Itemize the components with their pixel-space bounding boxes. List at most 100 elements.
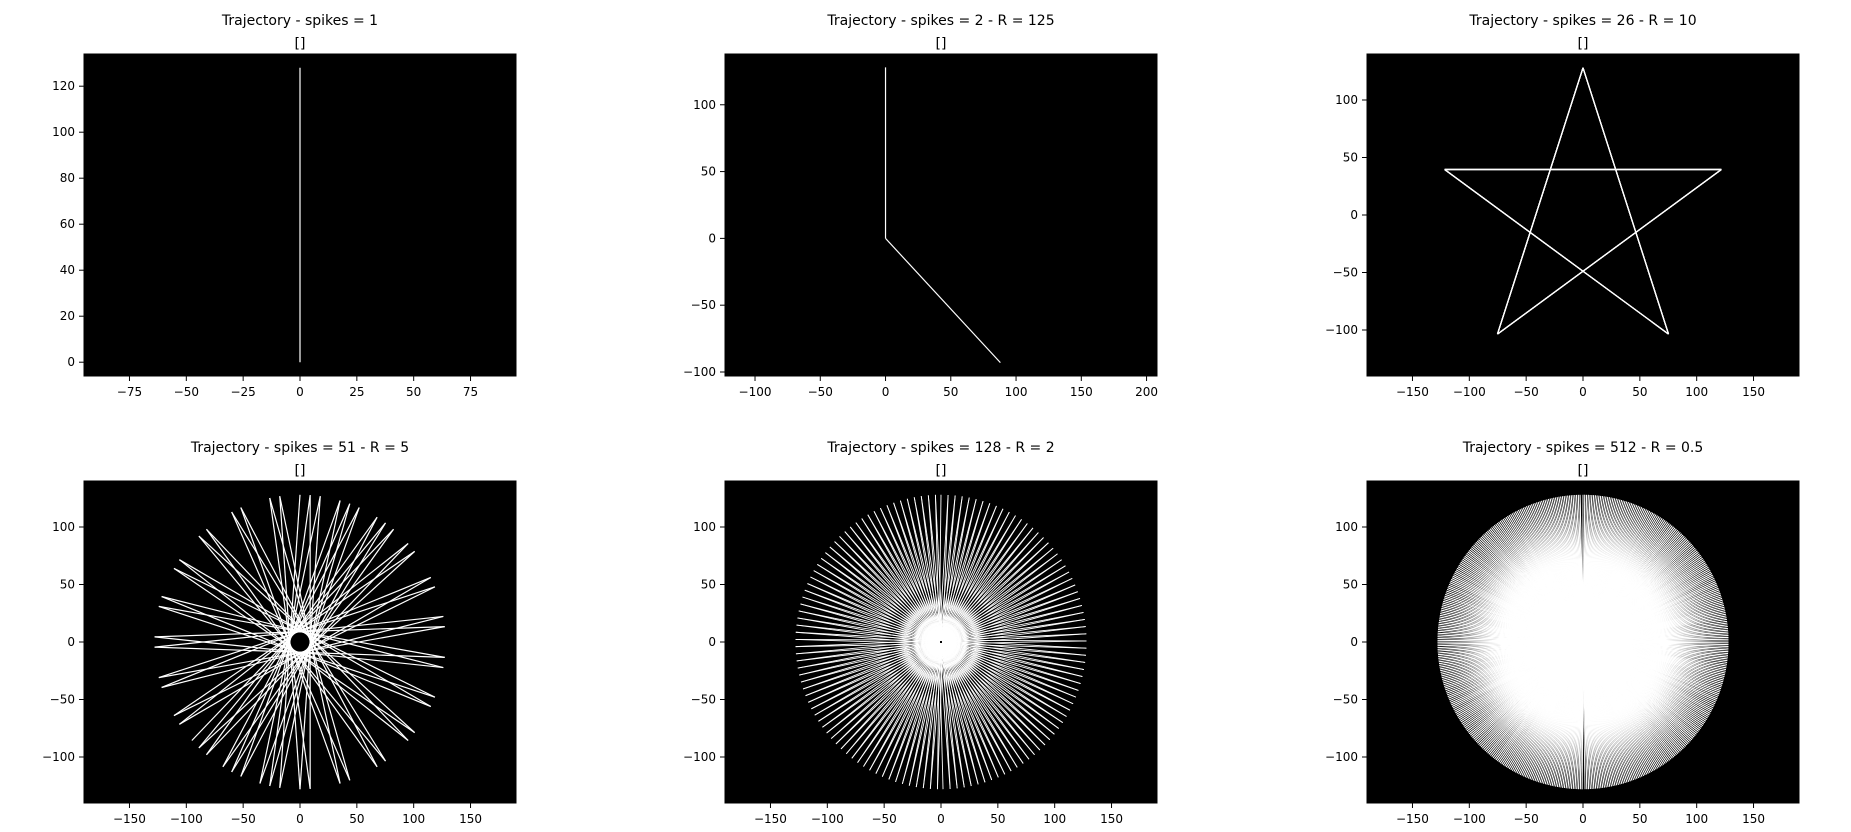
subplot-subtitle: [] (936, 36, 947, 52)
y-tick-label: 120 (52, 79, 75, 93)
y-tick-label: −100 (683, 365, 716, 379)
x-tick-label: −50 (1513, 812, 1538, 826)
x-tick-label: −50 (1513, 385, 1538, 399)
x-tick-label: 100 (1685, 385, 1708, 399)
subplot-5: Trajectory - spikes = 128 - R = 2 [] −150 −… (683, 440, 1158, 826)
y-tick-label: −50 (1333, 693, 1358, 707)
x-tick-label: −75 (117, 385, 142, 399)
x-tick-label: −150 (113, 812, 146, 826)
y-tick-label: 100 (1335, 520, 1358, 534)
y-tick-label: −50 (1333, 266, 1358, 280)
x-tick-label: 150 (1070, 385, 1093, 399)
subplot-title: Trajectory - spikes = 26 - R = 10 (1468, 13, 1696, 29)
x-tick-label: 0 (1579, 385, 1587, 399)
x-tick-label: 150 (1742, 812, 1765, 826)
y-tick-label: 0 (67, 635, 75, 649)
y-tick-label: 50 (701, 578, 716, 592)
x-tick-label: 75 (463, 385, 478, 399)
x-tick-label: −150 (1396, 812, 1429, 826)
y-tick-label: −100 (1325, 323, 1358, 337)
subplot-title: Trajectory - spikes = 51 - R = 5 (190, 440, 409, 456)
x-tick-label: 0 (296, 385, 304, 399)
plot-area (1366, 53, 1800, 377)
y-tick-label: −50 (691, 693, 716, 707)
x-tick-label: 150 (1742, 385, 1765, 399)
y-tick-label: 100 (693, 520, 716, 534)
y-tick-label: 100 (1335, 93, 1358, 107)
x-tick-label: 100 (1043, 812, 1066, 826)
trajectory-lines (795, 494, 1087, 790)
y-tick-label: 50 (1343, 151, 1358, 165)
y-tick-label: 100 (693, 98, 716, 112)
x-tick-label: 50 (1632, 385, 1647, 399)
x-tick-label: −150 (1396, 385, 1429, 399)
plot-area (724, 53, 1158, 377)
y-tick-label: −100 (1325, 750, 1358, 764)
plot-area (83, 480, 517, 804)
y-tick-label: 60 (60, 217, 75, 231)
x-tick-label: −100 (739, 385, 772, 399)
x-tick-label: −100 (170, 812, 203, 826)
trajectory-segment (1579, 494, 1586, 790)
x-tick-label: 50 (990, 812, 1005, 826)
y-tick-label: 0 (67, 355, 75, 369)
x-tick-label: 0 (296, 812, 304, 826)
x-tick-label: 200 (1135, 385, 1158, 399)
subplot-subtitle: [] (1578, 463, 1589, 479)
x-tick-label: 25 (349, 385, 364, 399)
trajectory-lines (1437, 494, 1729, 790)
x-tick-label: −100 (1453, 812, 1486, 826)
trajectory-lines (1444, 67, 1722, 335)
y-tick-label: −100 (42, 750, 75, 764)
x-tick-label: −50 (174, 385, 199, 399)
subplot-3: Trajectory - spikes = 26 - R = 10 [] −150 −… (1325, 13, 1800, 399)
x-tick-label: 50 (1632, 812, 1647, 826)
subplot-subtitle: [] (295, 36, 306, 52)
trajectory-segment (1496, 67, 1584, 335)
x-tick-label: 50 (349, 812, 364, 826)
y-tick-label: 100 (52, 520, 75, 534)
x-tick-label: −25 (230, 385, 255, 399)
x-tick-label: 100 (1005, 385, 1028, 399)
y-tick-label: 0 (708, 231, 716, 245)
x-tick-label: −100 (1453, 385, 1486, 399)
x-tick-label: 100 (402, 812, 425, 826)
y-tick-label: −50 (691, 298, 716, 312)
trajectory-segment (222, 528, 395, 768)
y-tick-label: 50 (701, 165, 716, 179)
x-tick-label: −150 (754, 812, 787, 826)
y-tick-label: 0 (1350, 208, 1358, 222)
subplot-subtitle: [] (936, 463, 947, 479)
y-tick-label: 50 (1343, 578, 1358, 592)
trajectory-segment (191, 528, 394, 741)
y-tick-label: 20 (60, 309, 75, 323)
x-tick-label: −50 (871, 812, 896, 826)
x-tick-label: 0 (937, 812, 945, 826)
trajectory-lines (884, 67, 1001, 364)
trajectory-segment (1497, 169, 1722, 335)
y-tick-label: 80 (60, 171, 75, 185)
subplot-6: Trajectory - spikes = 512 - R = 0.5 [] −15… (1325, 440, 1800, 826)
y-tick-label: 0 (708, 635, 716, 649)
x-tick-label: 50 (406, 385, 421, 399)
x-tick-label: −100 (811, 812, 844, 826)
x-tick-label: −50 (230, 812, 255, 826)
subplot-2: Trajectory - spikes = 2 - R = 125 [] −100 −… (683, 13, 1158, 399)
trajectory-segment (885, 237, 1001, 364)
trajectory-segment (934, 494, 951, 789)
y-tick-label: −100 (683, 750, 716, 764)
trajectory-segment (1444, 169, 1669, 335)
y-tick-label: 100 (52, 125, 75, 139)
x-tick-label: −50 (808, 385, 833, 399)
subplot-title: Trajectory - spikes = 1 (221, 13, 378, 29)
x-tick-label: 100 (1685, 812, 1708, 826)
trajectory-segment (934, 494, 944, 790)
y-tick-label: −50 (50, 693, 75, 707)
x-tick-label: 150 (459, 812, 482, 826)
subplot-subtitle: [] (295, 463, 306, 479)
y-tick-label: 0 (1350, 635, 1358, 649)
y-tick-label: 40 (60, 263, 75, 277)
x-tick-label: 50 (943, 385, 958, 399)
trajectory-lines (154, 494, 445, 790)
